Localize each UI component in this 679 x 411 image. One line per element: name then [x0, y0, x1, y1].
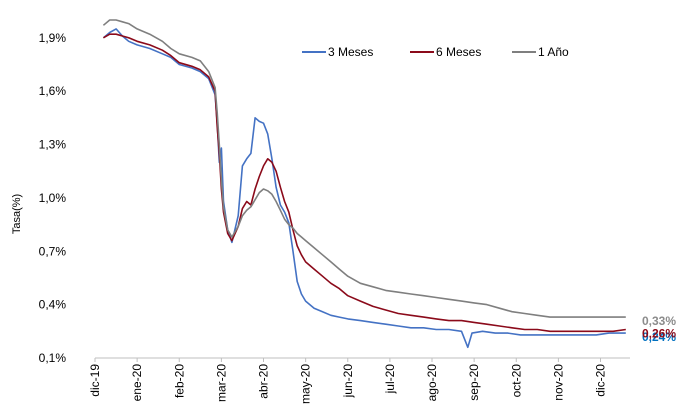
x-tick-label: dic-20: [594, 364, 608, 397]
x-tick-label: may-20: [299, 364, 313, 404]
y-tick-label: 1,6%: [39, 84, 67, 98]
y-tick-label: 0,4%: [39, 298, 67, 312]
x-tick-label: ene-20: [130, 364, 144, 402]
y-tick-label: 0,1%: [39, 351, 67, 365]
y-axis-label: Tasa(%): [11, 194, 23, 234]
series-end-label: 0,26%: [642, 327, 676, 341]
series-lines: [102, 19, 626, 349]
y-tick-label: 1,0%: [39, 191, 67, 205]
x-tick-label: abr-20: [257, 364, 271, 399]
y-tick-label: 0,7%: [39, 244, 67, 258]
end-labels: 0,24%0,26%0,33%: [642, 314, 676, 344]
series-line-2: [103, 33, 626, 333]
series-end-label: 0,24%: [642, 330, 676, 344]
y-tick-label: 1,3%: [39, 138, 67, 152]
x-tick-label: sep-20: [467, 364, 481, 401]
legend: 3 Meses 6 Meses 1 Año: [302, 45, 569, 59]
y-tick-label: 1,9%: [39, 31, 67, 45]
x-tick-label: nov-20: [551, 364, 565, 401]
x-tick-label: dic-19: [88, 364, 102, 397]
x-tick-label: jun-20: [341, 364, 355, 399]
x-tick-label: mar-20: [214, 364, 228, 402]
plot-area: 0,1% 0,4% 0,7% 1,0% 1,3% 1,6% 1,9% dic-19 ene-2…: [39, 19, 676, 404]
legend-label: 1 Año: [538, 45, 569, 59]
series-end-label: 0,33%: [642, 314, 676, 328]
x-axis-ticks: dic-19 ene-20 feb-20 mar-20 abr-20 may-20 jun-…: [88, 358, 608, 404]
series-line-1: [102, 28, 626, 349]
legend-label: 3 Meses: [328, 45, 373, 59]
x-tick-label: oct-20: [509, 364, 523, 398]
x-tick-label: ago-20: [425, 364, 439, 402]
series-line-3: [102, 19, 626, 318]
x-tick-label: feb-20: [172, 364, 186, 398]
x-tick-label: jul-20: [383, 364, 397, 395]
legend-label: 6 Meses: [436, 45, 481, 59]
y-axis-ticks: 0,1% 0,4% 0,7% 1,0% 1,3% 1,6% 1,9%: [39, 31, 67, 365]
